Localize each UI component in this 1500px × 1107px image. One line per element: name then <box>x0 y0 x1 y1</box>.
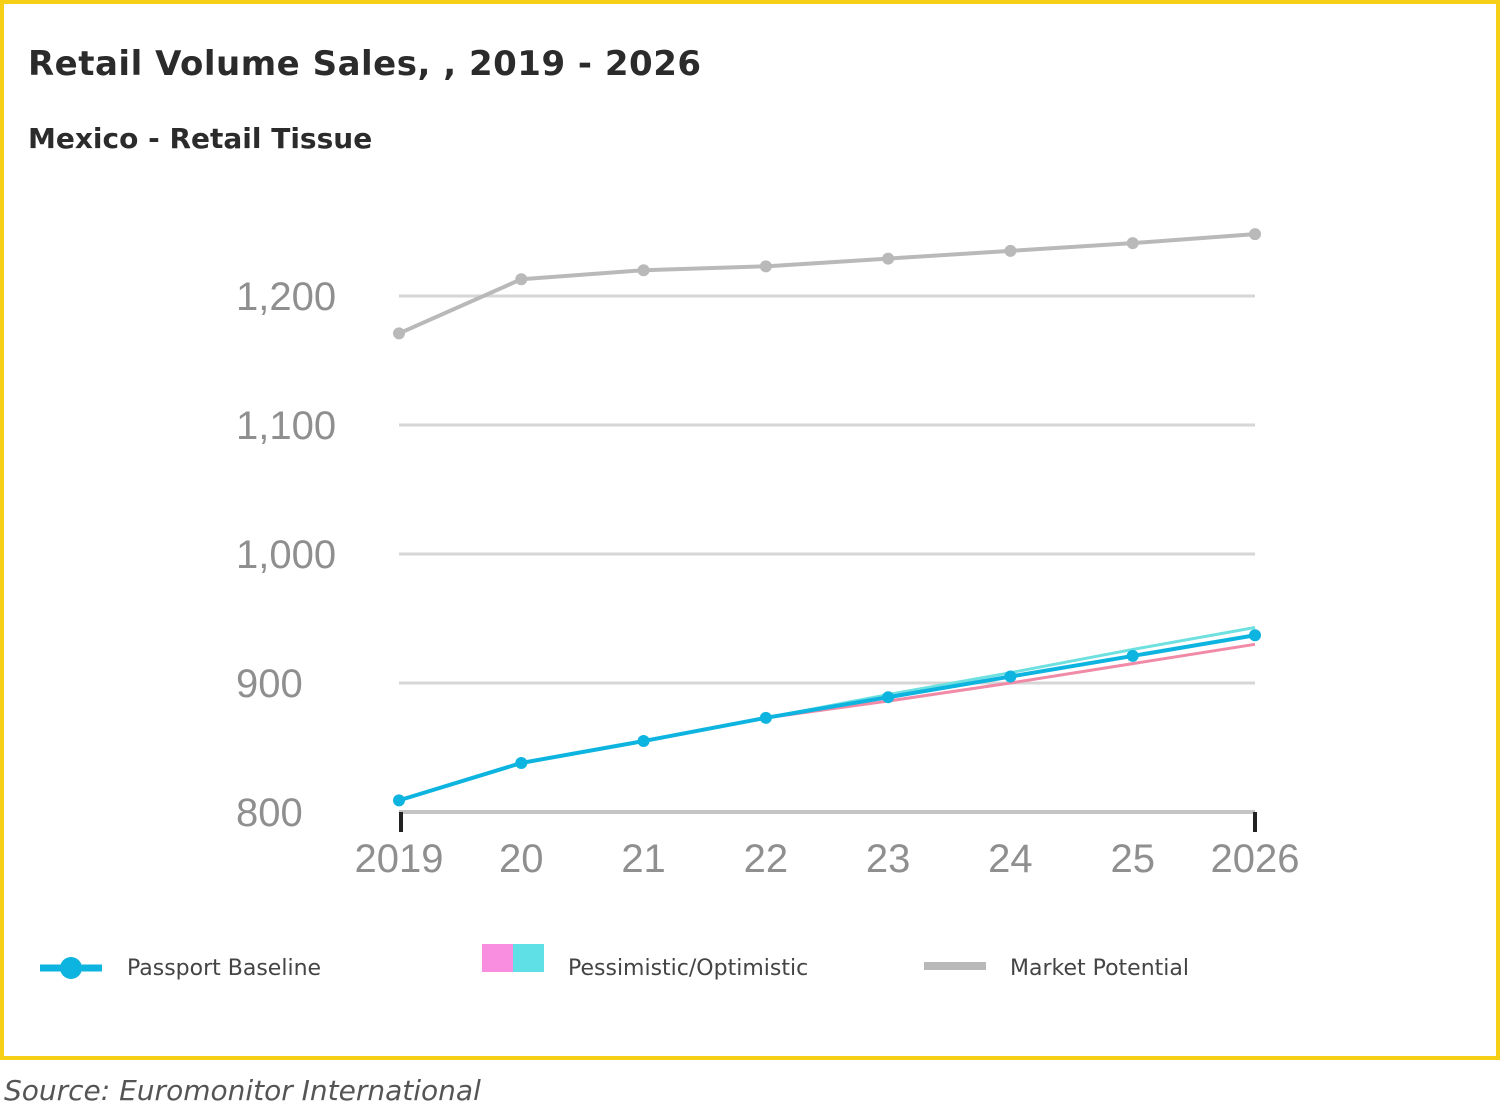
y-tick-label: 1,200 <box>236 275 336 319</box>
chart-panel: Retail Volume Sales, , 2019 - 2026 Mexic… <box>0 0 1500 1060</box>
legend-swatches <box>40 944 986 979</box>
data-point-passport-baseline <box>515 756 528 769</box>
x-tick-label: 2026 <box>1211 837 1300 881</box>
series-line-passport-baseline <box>398 633 1256 803</box>
y-tick-label: 800 <box>236 791 303 835</box>
chart-subtitle: Mexico - Retail Tissue <box>28 122 373 155</box>
x-tick-label: 23 <box>866 837 911 881</box>
x-tick-label: 20 <box>499 837 544 881</box>
data-point-passport-baseline <box>1249 629 1261 642</box>
legend-optimistic-swatch <box>513 944 544 972</box>
data-point-market-potential <box>1004 244 1017 257</box>
y-tick-label: 1,100 <box>236 404 336 448</box>
data-point-market-potential <box>1249 228 1261 241</box>
data-point-passport-baseline <box>759 711 772 724</box>
source-note: Source: Euromonitor International <box>4 1074 481 1107</box>
data-point-passport-baseline <box>393 794 405 807</box>
x-tick-label: 2019 <box>355 837 444 881</box>
data-point-market-potential <box>882 252 895 265</box>
series-group <box>393 228 1261 807</box>
data-point-market-potential <box>1126 237 1139 250</box>
chart-title: Retail Volume Sales, , 2019 - 2026 <box>28 44 702 84</box>
y-axis-ticks: 800 900 1,000 1,100 1,200 <box>236 275 336 835</box>
x-tick-label: 25 <box>1110 837 1155 881</box>
legend-market-label: Market Potential <box>1010 956 1189 981</box>
data-point-passport-baseline <box>1004 670 1017 683</box>
data-point-market-potential <box>637 264 650 277</box>
legend-baseline-label: Passport Baseline <box>127 956 322 981</box>
data-point-passport-baseline <box>882 691 895 704</box>
x-tick-label: 24 <box>988 837 1033 881</box>
data-point-market-potential <box>759 260 772 273</box>
y-tick-label: 900 <box>236 662 303 706</box>
legend-pess-opt-label: Pessimistic/Optimistic <box>568 956 809 981</box>
data-point-market-potential <box>393 327 405 340</box>
data-point-passport-baseline <box>1126 649 1139 662</box>
x-axis-ticks: 2019 20 21 22 23 24 25 2026 <box>355 837 1300 881</box>
series-line-pessimistic <box>765 642 1256 720</box>
legend-baseline-marker <box>60 957 82 979</box>
data-point-passport-baseline <box>637 735 650 748</box>
legend-pessimistic-swatch <box>482 944 513 972</box>
series-line-market-potential <box>398 232 1256 336</box>
x-axis <box>399 810 1257 832</box>
x-tick-label: 21 <box>621 837 666 881</box>
y-tick-label: 1,000 <box>236 533 336 577</box>
grid-lines <box>399 294 1255 685</box>
data-point-market-potential <box>515 273 528 286</box>
x-tick-label: 22 <box>744 837 789 881</box>
